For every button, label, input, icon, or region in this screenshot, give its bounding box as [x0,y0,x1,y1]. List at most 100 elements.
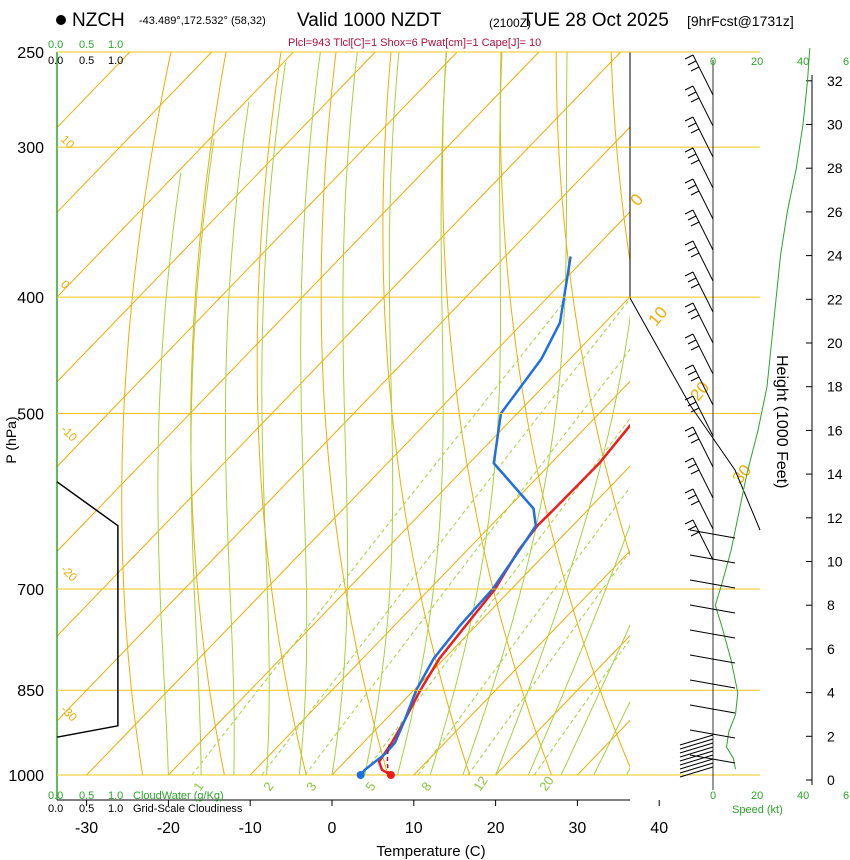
height-tick-label: 18 [827,379,843,395]
left-isotherm-label: 10 [58,132,78,152]
cloudiness-line [56,481,119,738]
station-marker [56,15,66,25]
mixing-ratio-line [417,486,630,775]
dry-adiabat [382,52,471,775]
height-tick-label: 6 [827,641,835,657]
surface-dewpoint-dot [356,771,365,779]
wind-barb-flag [687,246,697,252]
isotherm-label: 10 [645,303,672,330]
wind-barb [692,54,714,96]
wind-barb-flag [684,85,694,91]
left-isotherm-label: -10 [58,422,80,444]
wind-speed-line [714,47,811,770]
wind-barb-surface [679,762,714,774]
pressure-label-700: 700 [17,582,44,599]
wind-barb-flag [687,91,697,97]
isotherm-line [57,52,376,383]
wind-barb-surface [679,742,714,754]
speed-axis-label: Speed (kt) [732,804,783,816]
wind-barb-flag [687,122,697,128]
wind-barb-surface [679,734,714,746]
moist-adiabat [261,62,287,775]
wind-barb-flag [684,209,694,215]
wind-barb [692,147,714,189]
height-tick-label: 16 [827,422,843,438]
pressure-label-400: 400 [17,290,44,307]
wind-barb-flag [684,178,694,184]
cloudiness-top-tick: 0.5 [79,55,94,67]
mixing-ratio-label: 5 [362,779,378,794]
wind-barb-flag [690,159,700,165]
cloudiness-top-tick: 0.0 [48,55,63,67]
mixing-ratio-line [362,417,630,775]
wind-barb-flag [684,240,694,246]
cloudwater-top-tick: 1.0 [108,39,123,51]
wind-barb-flag [684,271,694,277]
wind-barb-flag [684,302,694,308]
moist-adiabat [527,523,630,775]
moist-adiabat [298,52,321,775]
temperature-tick-label: 30 [569,820,587,837]
temperature-tick-label: 10 [405,820,423,837]
wind-barb-surface [679,766,714,778]
cloudiness-bottom-tick: 0.0 [48,803,63,815]
pressure-label-1000: 1000 [8,768,44,785]
wind-barb-flag [687,339,697,345]
left-isotherm-label: -20 [58,562,80,584]
wind-barb-surface [679,750,714,762]
cloudwater-bottom-tick: 1.0 [108,790,123,802]
pressure-label-850: 850 [17,683,44,700]
wind-barb-flag [690,66,700,72]
wind-barb-low [689,579,736,589]
speed-bottom-tick: 0 [710,790,716,802]
cloudwater-bottom-tick: 0.0 [48,790,63,802]
y-axis-title: P (hPa) [3,416,19,463]
wind-barb-flag [687,494,697,500]
mixing-ratio-line [533,638,630,775]
isotherm-line [57,52,294,298]
cloudwater-bottom-tick: 0.5 [79,790,94,802]
dry-adiabat [320,52,389,775]
wind-barb-flag [690,97,700,103]
wind-barb-low [689,554,736,564]
moist-adiabat [225,101,250,775]
height-tick-label: 12 [827,510,843,526]
moist-adiabat [157,172,182,775]
wind-barb [692,178,714,220]
valid-date: TUE 28 Oct 2025 [522,10,669,31]
height-tick-label: 30 [827,117,843,133]
moist-adiabat [331,52,358,775]
wind-barb-flag [684,333,694,339]
wind-barb-flag [690,376,700,382]
wind-barb-flag [684,457,694,463]
wind-barb [692,271,714,313]
wind-barb-flag [687,184,697,190]
temperature-tick-label: 0 [328,820,337,837]
wind-barb-flag [684,364,694,370]
temperature-tick-label: 20 [487,820,505,837]
isotherm-line [413,550,630,775]
mixing-ratio-label: 3 [303,779,319,794]
mixing-ratio-label: 2 [260,779,276,794]
wind-barb-flag [687,463,697,469]
left-isotherm-label: -30 [58,702,80,724]
wind-barb-low [689,629,736,639]
cloudiness-top-tick: 1.0 [108,55,123,67]
wind-barb-flag [687,525,697,531]
wind-barb-low [689,679,736,689]
height-tick-label: 10 [827,554,843,570]
wind-barb [692,488,714,530]
wind-barb-flag [684,147,694,153]
dry-adiabat [190,52,227,775]
height-tick-label: 14 [827,466,843,482]
wind-barb-flag [690,345,700,351]
temperature-tick-label: 40 [650,820,668,837]
pressure-label-500: 500 [17,407,44,424]
speed-bottom-tick: 6 [843,790,849,802]
mixing-ratio-label: 8 [418,779,434,794]
wind-barb [692,519,714,561]
wind-barb-flag [690,531,700,537]
mixing-ratio-label: 12 [470,773,491,793]
moist-adiabat [560,624,630,775]
